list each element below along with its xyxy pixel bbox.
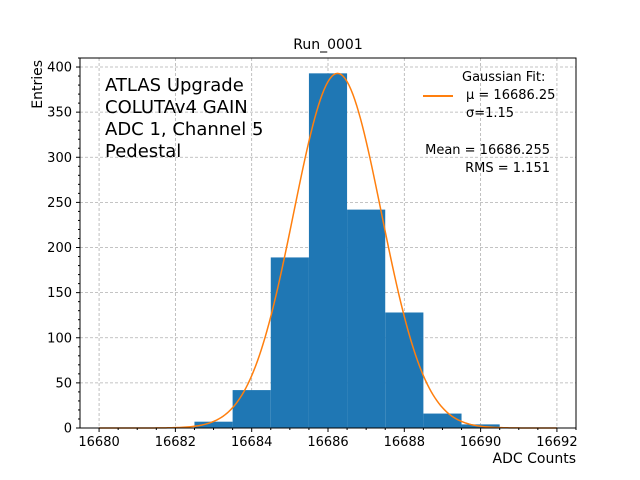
histogram-bar-1 <box>232 390 271 428</box>
annotation-line-3: ADC 1, Channel 5 <box>105 119 263 140</box>
y-tick-label-6: 300 <box>47 151 72 166</box>
stats-rms: RMS = 1.151 <box>465 161 550 176</box>
annotation-line-2: COLUTAv4 GAIN <box>105 97 248 118</box>
y-tick-label-7: 350 <box>47 106 72 121</box>
y-tick-label-5: 250 <box>47 196 72 211</box>
histogram-bar-0 <box>194 421 233 428</box>
x-tick-label-5: 16690 <box>460 435 501 450</box>
chart-title: Run_0001 <box>293 37 362 53</box>
x-tick-label-0: 16680 <box>78 435 119 450</box>
legend: Gaussian Fit: μ = 16686.25 σ=1.15 <box>423 70 555 121</box>
legend-sigma: σ=1.15 <box>466 106 514 121</box>
stats-box: Mean = 16686.255 RMS = 1.151 <box>425 143 550 176</box>
x-axis-ticks: 16680 16682 16684 16686 16688 16690 16692 <box>78 428 578 450</box>
y-tick-label-8: 400 <box>47 61 72 76</box>
y-tick-label-3: 150 <box>47 286 72 301</box>
histogram-bar-5 <box>385 312 424 428</box>
histogram-bar-4 <box>347 209 386 428</box>
x-tick-label-6: 16692 <box>536 435 577 450</box>
y-tick-label-1: 50 <box>55 376 72 391</box>
y-axis-label: Entries <box>30 60 46 109</box>
x-tick-label-1: 16682 <box>155 435 196 450</box>
y-axis-ticks: 0 50 100 150 200 250 300 350 400 <box>47 57 80 437</box>
histogram-bars <box>194 73 500 428</box>
annotation-block: ATLAS Upgrade COLUTAv4 GAIN ADC 1, Chann… <box>105 75 263 162</box>
legend-mu: μ = 16686.25 <box>466 88 555 103</box>
histogram-bar-3 <box>308 73 348 428</box>
stats-mean: Mean = 16686.255 <box>425 143 550 158</box>
x-tick-label-2: 16684 <box>231 435 272 450</box>
histogram-bar-6 <box>423 413 462 428</box>
x-tick-label-4: 16688 <box>384 435 425 450</box>
y-tick-label-4: 200 <box>47 241 72 256</box>
y-tick-label-0: 0 <box>64 422 72 437</box>
annotation-line-1: ATLAS Upgrade <box>105 75 244 96</box>
annotation-line-4: Pedestal <box>105 141 181 162</box>
histogram-bar-2 <box>270 257 309 428</box>
legend-title: Gaussian Fit: <box>462 70 545 85</box>
x-tick-label-3: 16686 <box>307 435 348 450</box>
x-axis-label: ADC Counts <box>493 451 576 467</box>
y-tick-label-2: 100 <box>47 331 72 346</box>
